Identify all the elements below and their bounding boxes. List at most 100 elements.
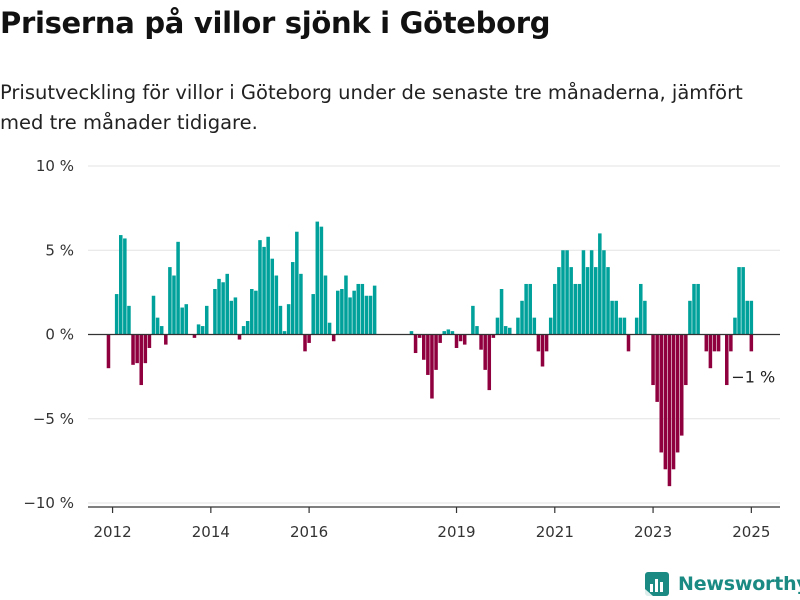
bar	[422, 334, 426, 360]
bar	[516, 317, 520, 335]
latest-value-label: −1 %	[731, 367, 775, 386]
bar	[544, 334, 549, 352]
bar	[413, 334, 418, 354]
bar	[217, 278, 221, 335]
bar	[311, 294, 315, 335]
bar	[610, 300, 614, 335]
bar	[606, 267, 610, 335]
bar	[499, 289, 504, 335]
bar	[749, 300, 754, 335]
bar	[254, 290, 258, 335]
chart-title: Priserna på villor sjönk i Göteborg	[0, 6, 551, 40]
bar	[139, 334, 143, 386]
bar	[262, 246, 266, 335]
bar	[692, 283, 696, 335]
bar	[327, 322, 332, 335]
bar	[557, 267, 561, 335]
bar	[204, 305, 209, 335]
bar	[475, 326, 479, 335]
bar	[593, 267, 598, 335]
bar	[344, 275, 348, 335]
bar	[278, 305, 283, 335]
bar	[200, 326, 205, 335]
bar	[639, 283, 643, 335]
bar	[458, 334, 463, 342]
y-tick-label: −10 %	[23, 494, 74, 512]
bar	[614, 300, 618, 335]
bar	[528, 283, 532, 335]
bar	[581, 250, 586, 335]
bar	[561, 250, 565, 335]
bar	[577, 283, 582, 335]
bar	[225, 273, 229, 335]
bar	[675, 334, 680, 453]
bar	[180, 307, 184, 335]
bar	[426, 334, 430, 375]
x-axis: 2012 2014 2016 2019 2021 2023 2025	[88, 506, 780, 541]
bar	[540, 334, 545, 367]
chart-subtitle: Prisutveckling för villor i Göteborg und…	[0, 81, 743, 134]
bar	[360, 283, 365, 335]
x-tick-label: 2023	[634, 523, 672, 541]
bar	[270, 258, 275, 335]
bars	[88, 221, 780, 487]
bar	[708, 334, 713, 369]
bar	[356, 283, 361, 335]
bar	[487, 334, 492, 391]
bar	[336, 290, 340, 335]
bar	[634, 317, 639, 335]
bar	[323, 275, 328, 335]
bar	[602, 250, 606, 335]
bar	[409, 331, 414, 335]
bar	[495, 317, 500, 335]
x-tick-label: 2016	[290, 523, 328, 541]
bar	[733, 317, 737, 335]
bar	[155, 317, 160, 335]
bar	[622, 317, 627, 335]
bar	[315, 221, 320, 335]
y-tick-label: −5 %	[33, 410, 74, 428]
x-tick-label: 2019	[437, 523, 475, 541]
x-tick-label: 2014	[192, 523, 230, 541]
bar	[696, 283, 700, 335]
bar	[151, 295, 156, 335]
x-tick-label: 2012	[93, 523, 131, 541]
x-tick-label: 2021	[536, 523, 574, 541]
bar	[536, 334, 541, 352]
bar	[266, 236, 270, 335]
bar	[442, 331, 446, 335]
bar	[725, 334, 729, 386]
bar	[651, 334, 655, 386]
bar	[741, 267, 745, 335]
bar-chart-logo-icon	[645, 572, 669, 596]
bar	[643, 300, 647, 335]
bar	[589, 250, 594, 335]
bar	[655, 334, 659, 402]
bar	[213, 289, 217, 335]
bar	[135, 334, 139, 364]
bar	[569, 267, 573, 335]
bar	[503, 326, 508, 335]
bar	[192, 334, 197, 338]
bar	[548, 317, 553, 335]
bar	[532, 317, 537, 335]
bar	[237, 334, 242, 340]
annotations: −1 %	[731, 367, 775, 386]
brand-logo: Newsworthy	[644, 568, 800, 600]
bar	[286, 304, 291, 335]
bar	[229, 300, 234, 335]
bar	[417, 334, 422, 338]
bar-chart: 10 % 5 % 0 % −5 % −10 % 2012 2014 2016 2019 2021…	[23, 157, 780, 541]
bar	[290, 262, 295, 335]
bar	[159, 326, 164, 335]
bar	[667, 334, 672, 487]
bar	[131, 334, 135, 365]
bar	[626, 334, 631, 352]
bar	[688, 300, 692, 335]
bar	[176, 241, 180, 335]
bar	[430, 334, 434, 399]
bar	[454, 334, 459, 348]
bar	[250, 289, 254, 335]
bar	[172, 275, 176, 335]
bar	[106, 334, 111, 369]
